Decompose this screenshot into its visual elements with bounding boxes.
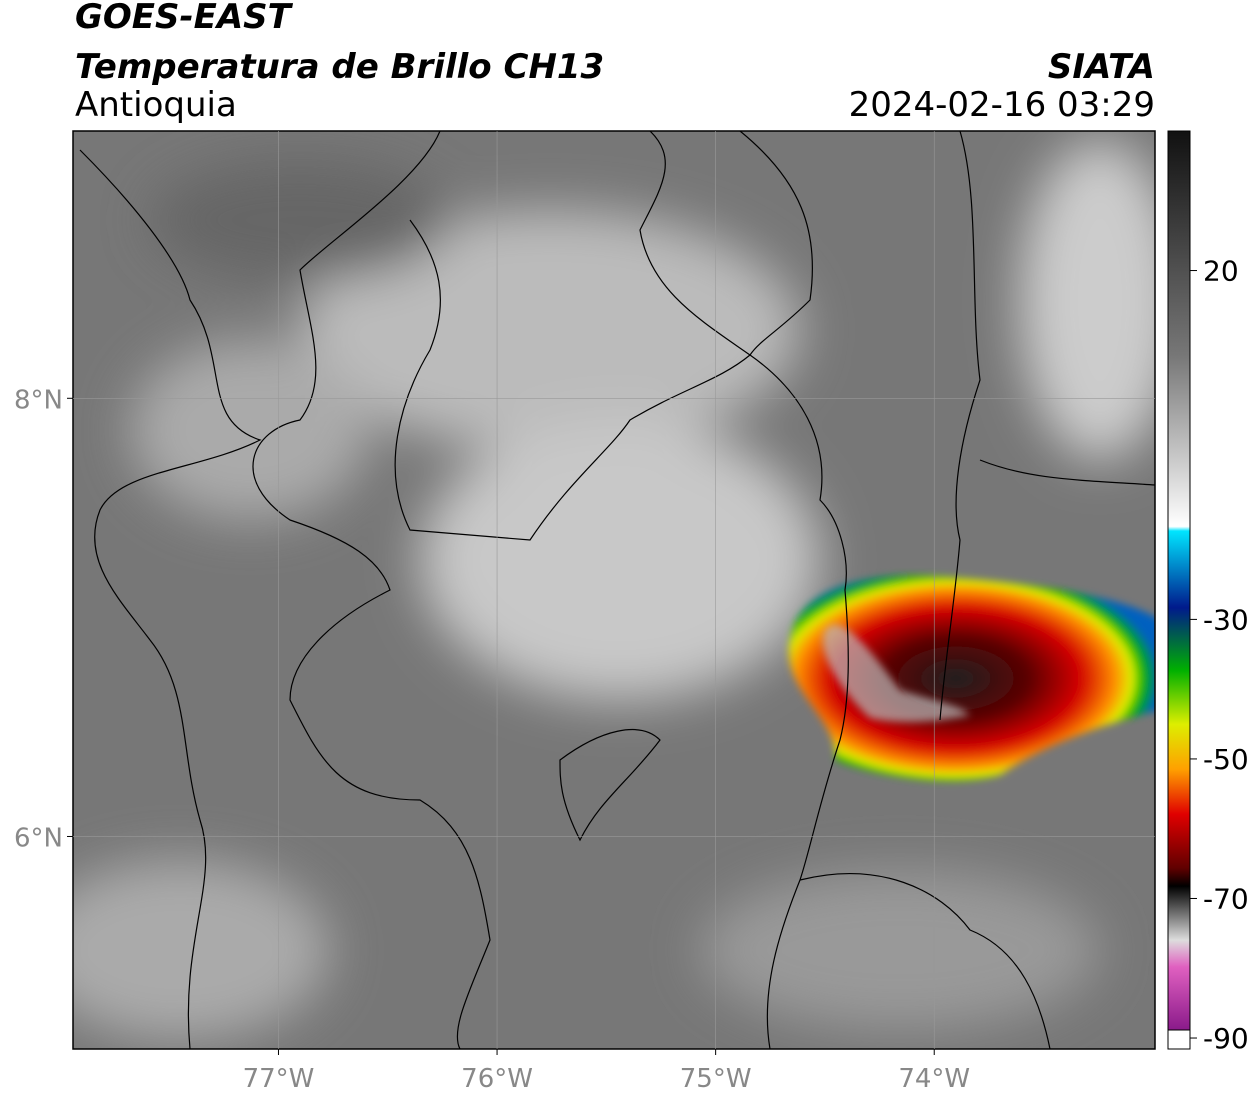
datetime: 2024-02-16 03:29 [849,85,1155,125]
lat-label: 8°N [14,385,63,415]
imagery [73,131,1155,1049]
lon-label: 77°W [243,1064,315,1094]
colorbar-label: 20 [1203,255,1239,288]
colorbar-label: -90 [1203,1022,1249,1055]
colorbar-label: -50 [1203,743,1249,776]
lat-label: 6°N [14,823,63,853]
map-frame [72,130,1156,1050]
colorbar-extension [1167,1029,1191,1050]
colorbar-label: -70 [1203,882,1249,915]
subtitle: Temperatura de Brillo CH13 [75,47,604,87]
source: SIATA [1048,47,1155,87]
title: GOES-EAST [75,0,294,37]
region: Antioquia [75,85,237,125]
colorbar [1167,130,1191,1031]
lon-label: 76°W [461,1064,533,1094]
colorbar-label: -30 [1203,603,1249,636]
lon-label: 75°W [680,1064,752,1094]
lon-label: 74°W [898,1064,970,1094]
